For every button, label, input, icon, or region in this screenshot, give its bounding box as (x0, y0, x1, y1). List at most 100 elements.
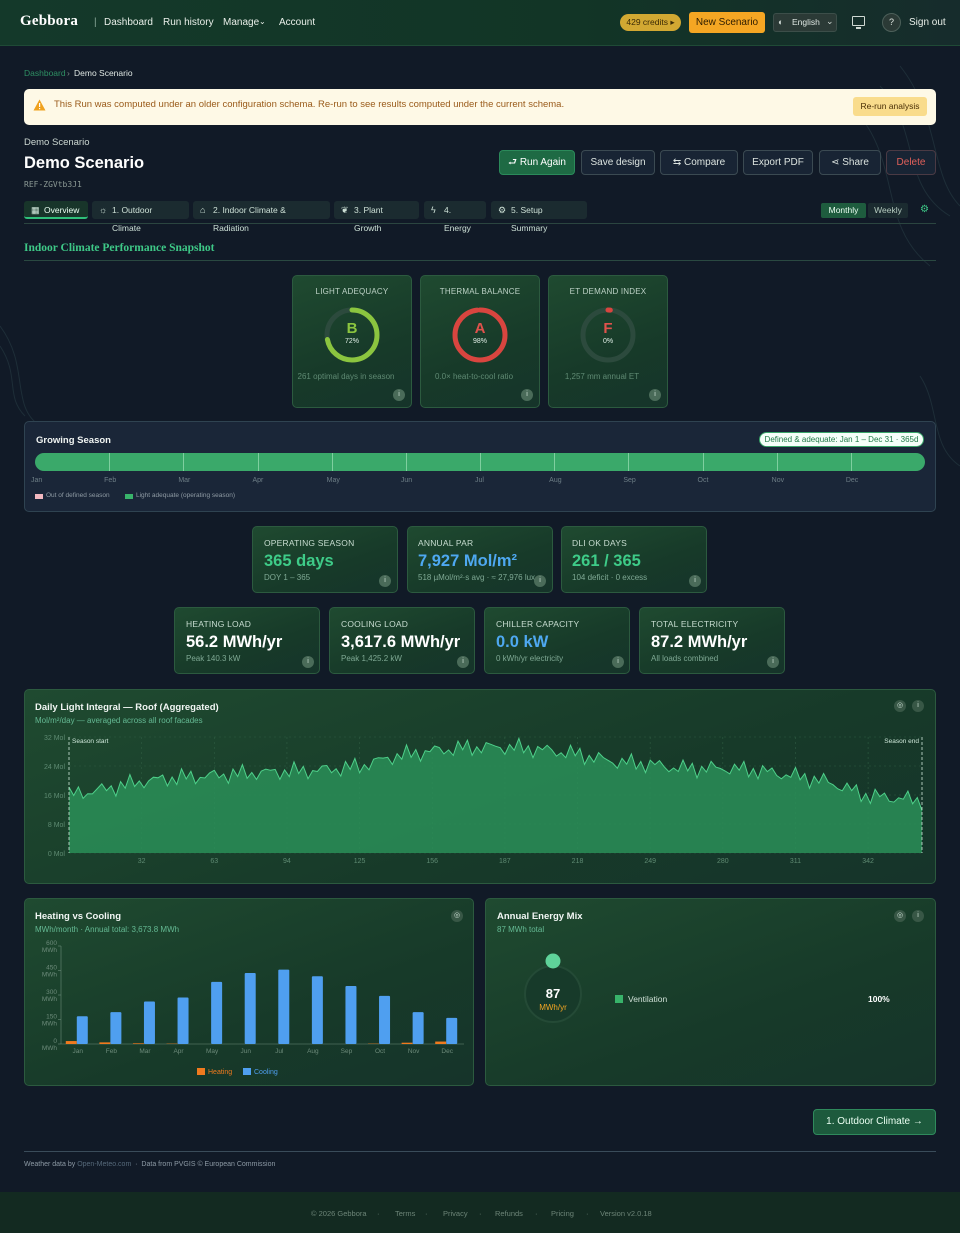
season-month-tick (702, 453, 704, 471)
next-section-button[interactable]: 1. Outdoor Climate → (813, 1109, 936, 1135)
growing-season-title: Growing Season (36, 435, 111, 446)
season-month-label: Sep (623, 477, 636, 484)
period-weekly-toggle[interactable]: Weekly (868, 203, 908, 218)
cooling-bar (311, 976, 323, 1044)
stat-subtitle: Peak 140.3 kW (186, 654, 241, 663)
x-tick-label: 125 (354, 858, 366, 865)
eye-icon[interactable]: ◎ (451, 910, 463, 922)
compare-button[interactable]: ⇆ Compare (660, 150, 738, 175)
run-again-button[interactable]: ⮐ Run Again (499, 150, 575, 175)
x-tick-label: 63 (210, 858, 218, 865)
heating-bar (99, 1042, 111, 1044)
footer-pricing-link[interactable]: Pricing (551, 1209, 574, 1218)
season-month-tick (850, 453, 852, 471)
stat-card-cooling-load (329, 607, 475, 674)
gauge-title: ET DEMAND INDEX (569, 287, 647, 296)
period-monthly-toggle[interactable]: Monthly (821, 203, 866, 218)
season-month-label: Mar (178, 477, 191, 484)
stat-label: OPERATING SEASON (264, 538, 355, 548)
credits-badge[interactable]: 429 credits ▸ (620, 14, 681, 31)
x-tick-label: 156 (426, 858, 438, 865)
eye-icon[interactable]: ◎ (894, 700, 906, 712)
cooling-bar (345, 986, 357, 1044)
cooling-bar (76, 1016, 88, 1044)
info-icon[interactable]: i (689, 575, 701, 587)
gauge-grade: A (474, 320, 486, 337)
season-month-label: Aug (549, 477, 562, 484)
stat-card-total-electricity (639, 607, 785, 674)
open-meteo-link[interactable]: Open-Meteo.com (77, 1161, 132, 1168)
tab-overview[interactable]: Overview (24, 201, 88, 219)
export-pdf-button[interactable]: Export PDF (743, 150, 813, 175)
season-month-tick (480, 453, 481, 471)
sign-out-link[interactable]: Sign out (909, 17, 946, 28)
rerun-icon: ⮐ (508, 157, 520, 168)
info-icon[interactable]: i (649, 389, 661, 401)
footer-version: Version v2.0.18 (600, 1209, 652, 1218)
footer-privacy-link[interactable]: Privacy (443, 1209, 468, 1218)
tab-setup-summary[interactable]: 5. Setup Summary (491, 201, 587, 233)
schema-alert (24, 89, 936, 125)
legend-label: Out of defined season (46, 492, 110, 499)
gauge-card-thermal-balance (420, 275, 540, 408)
info-icon[interactable]: i (379, 575, 391, 587)
footer-terms-link[interactable]: Terms (395, 1209, 416, 1218)
gauge-percent: 98% (472, 338, 487, 345)
info-icon[interactable]: i (534, 575, 546, 587)
stat-subtitle: DOY 1 – 365 (264, 573, 311, 582)
new-scenario-button[interactable]: New Scenario (689, 12, 765, 33)
stat-card-operating-season (252, 526, 398, 593)
info-icon[interactable]: i (767, 656, 779, 668)
arrow-right-icon: → (910, 1116, 923, 1127)
footer-refunds-link[interactable]: Refunds (495, 1209, 523, 1218)
chart-title: Daily Light Integral — Roof (Aggregated) (35, 702, 219, 713)
nav-dashboard[interactable]: Dashboard (104, 17, 153, 28)
stat-subtitle: All loads combined (651, 654, 719, 663)
eye-icon[interactable]: ◎ (894, 910, 906, 922)
stat-value: 7,927 Mol/m² (418, 552, 518, 570)
info-icon[interactable]: i (521, 389, 533, 401)
info-icon[interactable]: i (457, 656, 469, 668)
energy-mix-panel (485, 898, 936, 1086)
y-tick-label: 0 (53, 1038, 57, 1045)
info-icon[interactable]: i (393, 389, 405, 401)
logo[interactable]: Gebbora (20, 13, 79, 29)
info-icon[interactable]: i (912, 910, 924, 922)
breadcrumb-root[interactable]: Dashboard (24, 68, 66, 78)
mix-legend-percent: 100% (868, 994, 890, 1004)
settings-gear-icon[interactable]: ⚙ (920, 204, 929, 215)
help-button[interactable]: ? (882, 13, 901, 32)
language-select[interactable]: English (773, 13, 837, 32)
stat-value: 365 days (264, 552, 334, 570)
section-title: Indoor Climate Performance Snapshot (24, 242, 215, 254)
nav-account[interactable]: Account (279, 17, 316, 28)
monitor-icon[interactable] (852, 16, 865, 26)
cooling-bar (177, 997, 189, 1044)
tab-indoor-climate[interactable]: 2. Indoor Climate & Radiation (193, 201, 330, 233)
tab-energy[interactable]: 4. Energy (424, 201, 486, 233)
y-tick-unit: MWh (42, 1021, 58, 1028)
info-icon[interactable]: i (612, 656, 624, 668)
info-icon[interactable]: i (302, 656, 314, 668)
stat-label: ANNUAL PAR (418, 538, 474, 548)
data-credits: Weather data by Open-Meteo.com · Data fr… (24, 1161, 276, 1168)
delete-button[interactable]: Delete (886, 150, 936, 175)
tab-outdoor-climate[interactable]: 1. Outdoor Climate (92, 201, 189, 233)
donut-slice-ventilation (545, 953, 561, 969)
stat-label: CHILLER CAPACITY (496, 619, 580, 629)
tab-plant-growth[interactable]: 3. Plant Growth (334, 201, 419, 233)
nav-run-history[interactable]: Run history (163, 17, 214, 28)
nav-manage[interactable]: Manage (223, 17, 260, 28)
grid-icon: ▦ (31, 205, 40, 215)
share-button[interactable]: ⋖ Share (819, 150, 881, 175)
cooling-bar (143, 1001, 155, 1044)
save-design-button[interactable]: Save design (581, 150, 655, 175)
chevron-down-icon: ⌄ (826, 16, 834, 26)
y-tick-label: 600 (46, 940, 57, 947)
chevron-down-icon[interactable]: ⌄ (259, 17, 266, 26)
info-icon[interactable]: i (912, 700, 924, 712)
rerun-analysis-button[interactable]: Re-run analysis (853, 97, 927, 116)
season-month-label: Jan (31, 477, 43, 484)
gauge-percent: 72% (344, 338, 359, 345)
